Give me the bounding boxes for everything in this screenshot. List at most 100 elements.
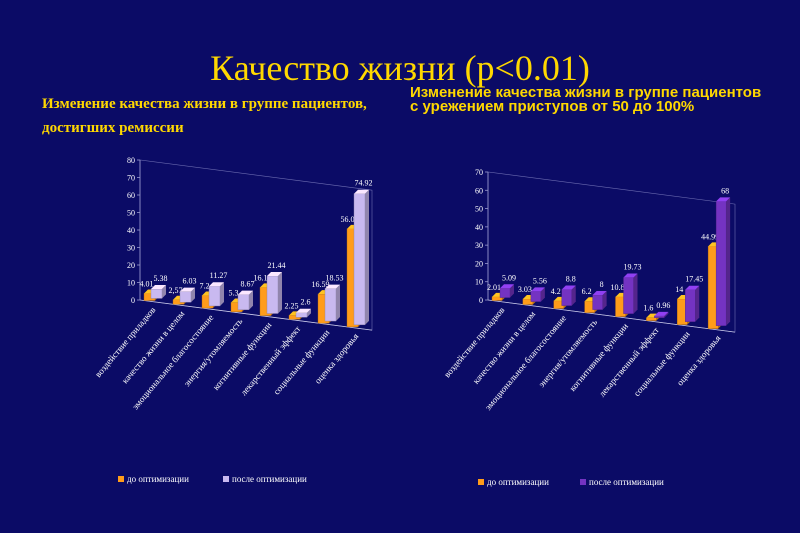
data-label: 4.01 <box>140 280 154 289</box>
category-label: качество жизни в целом <box>471 309 538 386</box>
chart-floor <box>139 299 373 331</box>
bar-side <box>162 285 166 299</box>
bar-side <box>664 311 669 318</box>
bar-top <box>561 285 576 290</box>
slide-title: Качество жизни (р<0.01) <box>210 48 590 88</box>
y-tick-label: 0 <box>479 296 483 305</box>
data-label: 2.25 <box>285 301 299 310</box>
data-label: 5.38 <box>154 274 168 283</box>
y-tick-label: 30 <box>475 241 483 250</box>
y-tick-label: 40 <box>475 223 483 232</box>
bar-side <box>307 308 311 318</box>
y-tick-label: 20 <box>475 259 483 268</box>
y-tick-label: 70 <box>475 168 483 177</box>
data-label: 14 <box>675 285 683 294</box>
category-label: воздействие приладков <box>442 305 507 379</box>
legend-swatch <box>223 476 229 482</box>
bar-top <box>716 197 731 202</box>
y-tick-label: 50 <box>475 205 483 214</box>
data-label: 1.6 <box>643 304 653 313</box>
bar <box>654 315 665 318</box>
bar-top <box>151 285 166 290</box>
y-tick-label: 40 <box>127 226 135 235</box>
data-label: 16.14 <box>254 273 272 282</box>
y-tick-label: 80 <box>127 156 135 165</box>
chart-floor <box>487 299 736 333</box>
data-label: 7.2 <box>200 281 210 290</box>
bar <box>623 277 634 314</box>
data-label: 8.67 <box>241 280 255 289</box>
y-tick-label: 0 <box>131 296 135 305</box>
legend-swatch <box>580 479 586 485</box>
bar <box>646 317 657 321</box>
data-label: 6.2 <box>582 287 592 296</box>
bar-side <box>220 282 224 306</box>
data-label: 17.45 <box>685 275 703 284</box>
y-tick-label: 70 <box>127 174 135 183</box>
bar-side <box>365 189 369 325</box>
data-label: 2,57 <box>169 286 183 295</box>
category-label: энергия/утомляемость <box>536 317 599 389</box>
bar-side <box>278 271 282 314</box>
bar-top <box>180 287 195 292</box>
bar-side <box>602 290 607 310</box>
legend-swatch <box>478 479 484 485</box>
legend-label: до оптимизации <box>127 474 189 484</box>
category-label: когнитивные функции <box>567 321 630 393</box>
bar-top <box>654 311 669 316</box>
legend-label: после оптимизации <box>232 474 307 484</box>
data-label: 2.6 <box>301 298 311 307</box>
data-label: 8.8 <box>566 274 576 283</box>
bar-top <box>354 189 369 194</box>
bar-side <box>726 197 731 326</box>
data-label: 0.96 <box>656 301 670 310</box>
data-label: 56.05 <box>341 215 359 224</box>
right-chart-title: Изменение качества жизни в группе пациен… <box>410 84 762 115</box>
data-label: 21.44 <box>268 261 286 270</box>
data-label: 8 <box>600 280 604 289</box>
bar-top <box>267 271 282 276</box>
data-label: 18.53 <box>326 274 344 283</box>
data-label: 68 <box>721 186 729 195</box>
bar-top <box>209 282 224 287</box>
bar-side <box>191 287 195 303</box>
bar-top <box>238 290 253 295</box>
y-tick-label: 50 <box>127 209 135 218</box>
bar <box>685 289 696 322</box>
bar-side <box>695 285 700 322</box>
bar-side <box>540 287 545 302</box>
bar <box>715 201 727 326</box>
bar <box>499 288 511 298</box>
bar-side <box>336 284 340 322</box>
data-label: 5.56 <box>533 276 547 285</box>
bar-top <box>685 285 700 290</box>
bar-side <box>633 273 638 314</box>
y-tick-label: 20 <box>127 261 135 270</box>
legend-swatch <box>118 476 124 482</box>
y-tick-label: 10 <box>475 278 483 287</box>
y-tick-label: 60 <box>475 186 483 195</box>
data-label: 10.8 <box>611 283 625 292</box>
data-label: 11.27 <box>210 271 228 280</box>
bar-side <box>571 285 576 306</box>
bar <box>530 291 542 302</box>
bar-side <box>249 290 253 310</box>
legend-label: до оптимизации <box>487 477 549 487</box>
data-label: 2.01 <box>487 283 501 292</box>
bar-top <box>500 284 514 289</box>
bar <box>592 294 603 310</box>
legend-label: после оптимизации <box>589 477 664 487</box>
y-tick-label: 10 <box>127 279 135 288</box>
data-label: 16.59 <box>312 280 330 289</box>
data-label: 19.73 <box>624 263 642 272</box>
y-tick-label: 60 <box>127 191 135 200</box>
category-label: лекарственный эффект <box>597 325 661 399</box>
data-label: 5.09 <box>502 273 516 282</box>
data-label: 4.2 <box>551 287 561 296</box>
bar-side <box>510 284 514 298</box>
bar-top <box>623 273 638 278</box>
y-tick-label: 30 <box>127 244 135 253</box>
bar-top <box>592 290 607 295</box>
